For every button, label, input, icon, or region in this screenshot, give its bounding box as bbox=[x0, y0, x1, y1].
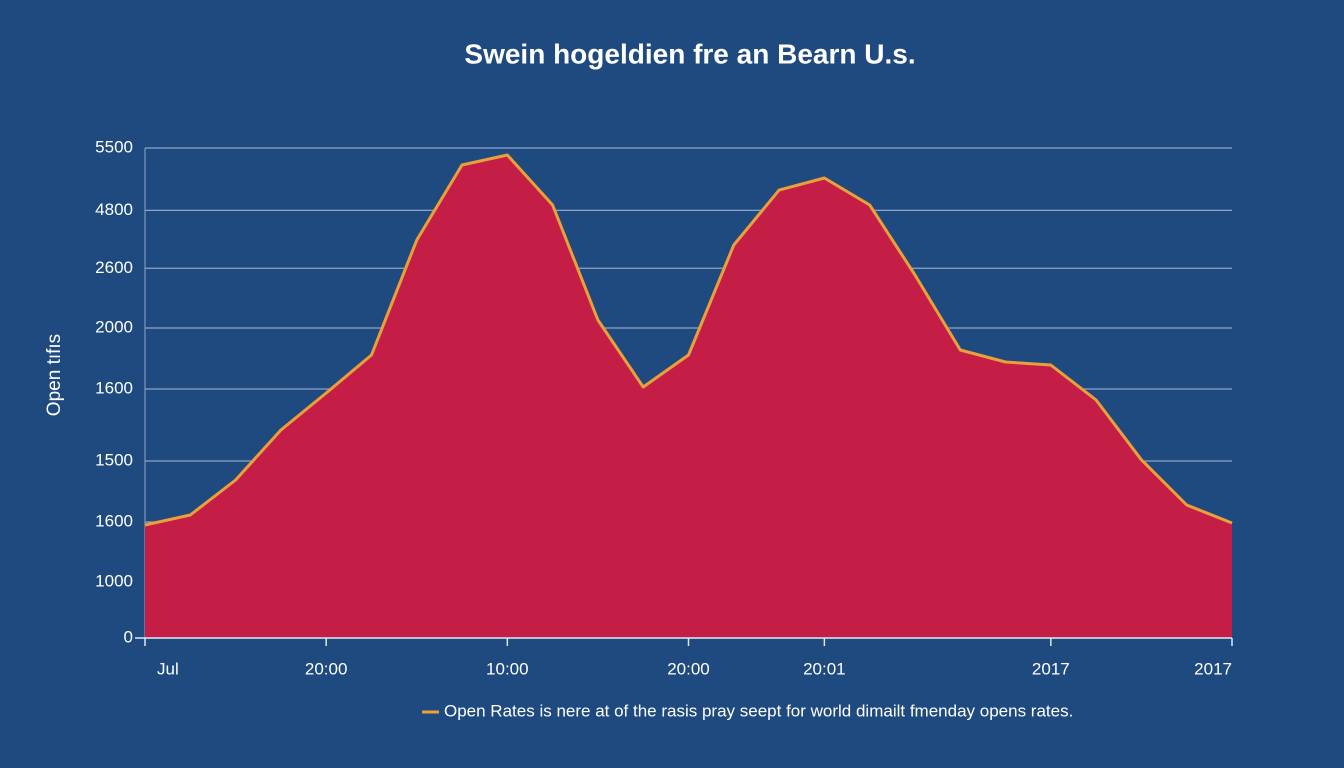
y-tick-label: 2000 bbox=[95, 317, 133, 336]
y-axis-label: Open tıfıs bbox=[44, 334, 65, 416]
legend-label: Open Rates is nere at of the rasis pray … bbox=[444, 701, 1073, 720]
x-tick-label: 20:00 bbox=[305, 659, 348, 678]
x-tick-label: 2017 bbox=[1032, 659, 1070, 678]
chart-title: Swein hogeldien fre an Bearn U.s. bbox=[464, 38, 915, 69]
y-tick-label: 0 bbox=[124, 627, 133, 646]
x-tick-label: Jul bbox=[157, 659, 179, 678]
y-tick-label: 1000 bbox=[95, 571, 133, 590]
y-tick-label: 1600 bbox=[95, 378, 133, 397]
y-tick-label: 2600 bbox=[95, 258, 133, 277]
x-tick-label: 2017 bbox=[1194, 659, 1232, 678]
area-line bbox=[144, 153, 1233, 527]
x-tick-label: 20:00 bbox=[667, 659, 710, 678]
x-tick-label: 10:00 bbox=[486, 659, 529, 678]
area bbox=[145, 155, 1232, 638]
x-tick-label: 20:01 bbox=[803, 659, 846, 678]
y-tick-label: 4800 bbox=[95, 200, 133, 219]
y-tick-label: 1500 bbox=[95, 450, 133, 469]
y-tick-label: 1600 bbox=[95, 511, 133, 530]
y-tick-label: 5500 bbox=[95, 137, 133, 156]
